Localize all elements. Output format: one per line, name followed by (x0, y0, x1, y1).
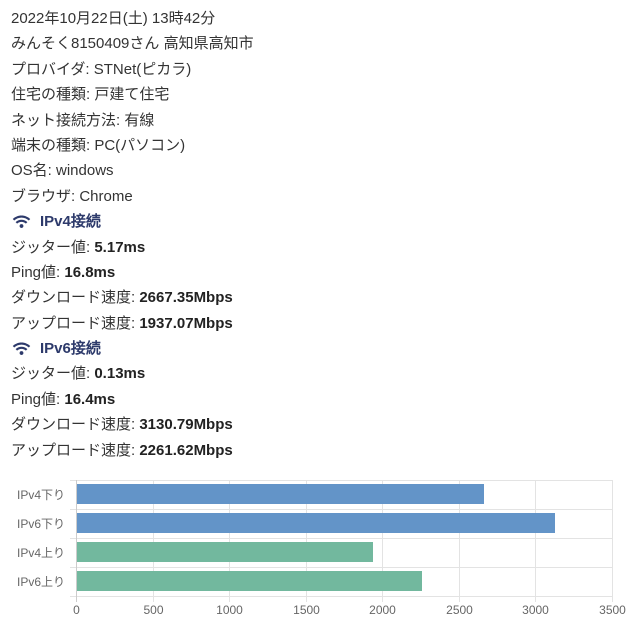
ipv6-download-row: ダウンロード速度: 3130.79Mbps (11, 412, 254, 437)
ipv6-title: IPv6接続 (40, 340, 101, 358)
gridline-vertical (459, 480, 460, 602)
gridline-vertical (535, 480, 536, 602)
x-axis-tick-label: 3000 (522, 603, 549, 617)
ipv6-download-label: ダウンロード速度: (11, 416, 140, 434)
test-datetime: 2022年10月22日(土) 13時42分 (11, 10, 216, 27)
housing-value: 戸建て住宅 (94, 86, 170, 104)
ipv6-ping-row: Ping値: 16.4ms (11, 387, 254, 412)
y-axis-category-label: IPv6上り (16, 575, 65, 589)
gridline-vertical (153, 480, 154, 602)
ipv4-title: IPv4接続 (40, 213, 101, 231)
device-label: 端末の種類: (11, 136, 95, 154)
gridline-horizontal (70, 538, 612, 539)
connection-row: ネット接続方法: 有線 (11, 108, 254, 133)
provider-value: STNet(ピカラ) (93, 60, 192, 78)
connection-value: 有線 (124, 111, 155, 129)
device-row: 端末の種類: PC(パソコン) (11, 133, 254, 158)
bar-IPv6上り (77, 571, 423, 591)
ipv6-jitter-label: ジッター値: (11, 365, 95, 383)
x-axis-tick-label: 2500 (446, 603, 473, 617)
ipv4-ping-label: Ping値: (11, 263, 65, 281)
gridline-horizontal (70, 596, 612, 597)
ipv4-jitter-value: 5.17ms (94, 238, 146, 256)
gridline-vertical (306, 480, 307, 602)
gridline-horizontal (70, 480, 612, 481)
os-value: windows (56, 162, 114, 180)
ipv4-jitter-label: ジッター値: (11, 238, 95, 256)
gridline-vertical (382, 480, 383, 602)
provider-label: プロバイダ: (11, 60, 94, 78)
y-axis-category-label: IPv6下り (16, 517, 65, 531)
ipv6-download-value: 3130.79Mbps (139, 416, 233, 434)
browser-label: ブラウザ: (11, 187, 80, 205)
x-axis-tick-label: 1000 (216, 603, 243, 617)
ipv6-jitter-row: ジッター値: 0.13ms (11, 361, 254, 386)
speed-bar-chart: 0 500 1000 1500 2000 2500 3000 3500 IPv4下り IPv6下り… (0, 475, 632, 625)
ipv4-ping-row: Ping値: 16.8ms (11, 260, 254, 285)
bar-IPv6下り (77, 513, 556, 533)
ipv4-ping-value: 16.8ms (64, 263, 116, 281)
browser-row: ブラウザ: Chrome (11, 184, 254, 209)
os-label: OS名: (11, 162, 57, 180)
device-value: PC(パソコン) (94, 136, 186, 154)
os-row: OS名: windows (11, 158, 254, 183)
bar-IPv4上り (77, 542, 373, 562)
gridline-vertical (76, 480, 77, 602)
ipv6-ping-value: 16.4ms (64, 390, 116, 408)
ipv6-jitter-value: 0.13ms (94, 365, 146, 383)
wifi-icon (12, 215, 31, 229)
browser-value: Chrome (79, 187, 133, 205)
ipv6-upload-label: アップロード速度: (11, 441, 140, 459)
x-axis-tick-label: 500 (143, 603, 164, 617)
ipv4-jitter-row: ジッター値: 5.17ms (11, 235, 254, 260)
ipv4-download-row: ダウンロード速度: 2667.35Mbps (11, 285, 254, 310)
x-axis-tick-label: 0 (73, 603, 80, 617)
ipv4-download-value: 2667.35Mbps (139, 289, 233, 307)
ipv6-upload-row: アップロード速度: 2261.62Mbps (11, 438, 254, 463)
ipv4-download-label: ダウンロード速度: (11, 289, 140, 307)
bar-IPv4下り (77, 484, 485, 504)
ipv4-upload-row: アップロード速度: 1937.07Mbps (11, 311, 254, 336)
ipv4-upload-label: アップロード速度: (11, 314, 140, 332)
gridline-horizontal (70, 509, 612, 510)
gridline-horizontal (70, 567, 612, 568)
ipv4-section-title: IPv4接続 (11, 209, 254, 234)
connection-label: ネット接続方法: (11, 111, 125, 129)
housing-label: 住宅の種類: (11, 86, 95, 104)
ipv4-upload-value: 1937.07Mbps (139, 314, 233, 332)
x-axis-tick-label: 2000 (369, 603, 396, 617)
x-axis-tick-label: 1500 (293, 603, 320, 617)
ipv6-upload-value: 2261.62Mbps (139, 441, 233, 459)
x-axis-tick-label: 3500 (599, 603, 626, 617)
housing-row: 住宅の種類: 戸建て住宅 (11, 82, 254, 107)
user-location: みんそく8150409さん 高知県高知市 (11, 35, 254, 53)
gridline-vertical (612, 480, 613, 602)
provider-row: プロバイダ: STNet(ピカラ) (11, 57, 254, 82)
speed-test-result: 2022年10月22日(土) 13時42分 みんそく8150409さん 高知県高… (11, 6, 254, 463)
y-axis-category-label: IPv4下り (16, 488, 65, 502)
gridline-vertical (229, 480, 230, 602)
y-axis-category-label: IPv4上り (16, 546, 65, 560)
ipv6-section-title: IPv6接続 (11, 336, 254, 361)
ipv6-ping-label: Ping値: (11, 390, 65, 408)
wifi-icon (12, 342, 31, 356)
